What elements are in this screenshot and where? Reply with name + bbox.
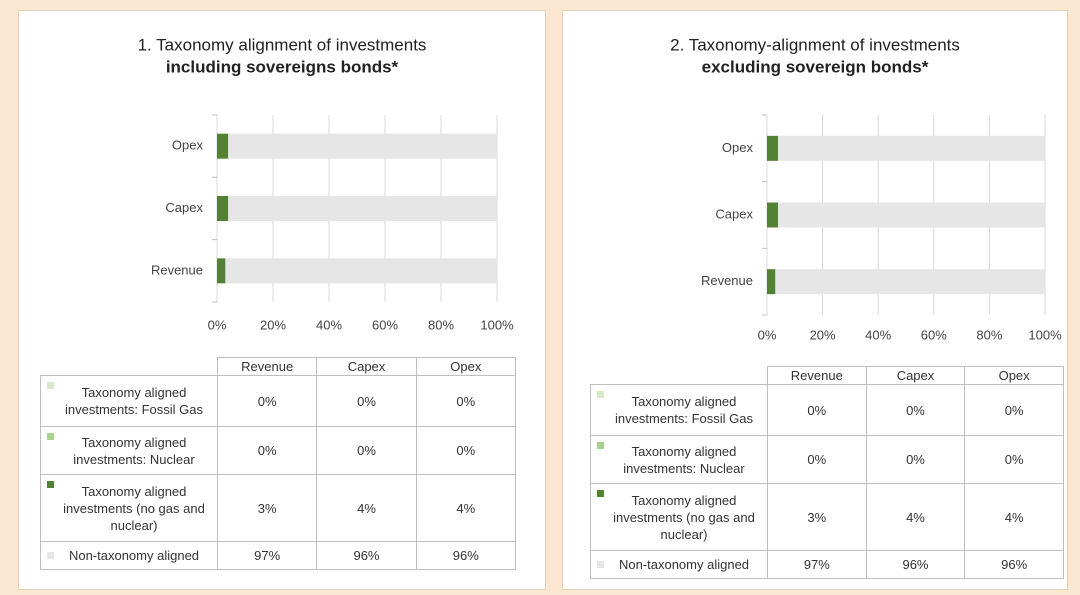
- bar-segment: [225, 258, 497, 284]
- x-tick-label: 20%: [810, 327, 836, 342]
- legend-swatch: [47, 481, 54, 488]
- value-cell: 0%: [767, 384, 867, 436]
- legend-swatch: [597, 391, 604, 398]
- bar-segment: [217, 258, 226, 284]
- header-cell: Revenue: [216, 357, 318, 376]
- bar-segment: [775, 269, 1045, 295]
- legend-label: Non-taxonomy aligned: [618, 557, 750, 572]
- x-tick-label: 100%: [1028, 327, 1062, 342]
- value-cell: 0%: [216, 375, 318, 427]
- bar-segment: [767, 135, 779, 161]
- value-cell: 0%: [767, 435, 867, 484]
- legend-label: Non-taxonomy aligned: [68, 548, 200, 563]
- bar-segment: [228, 196, 497, 221]
- legend-cell: Taxonomy aligned investments: Fossil Gas: [590, 384, 768, 436]
- legend-swatch: [597, 490, 604, 497]
- y-tick-label: Capex: [165, 200, 203, 215]
- bar-segment: [217, 196, 229, 221]
- header-cell: Opex: [964, 366, 1064, 385]
- x-tick-label: 40%: [316, 317, 342, 332]
- table-row: Taxonomy aligned investments (no gas and…: [40, 474, 516, 542]
- header-cell: Capex: [865, 366, 966, 385]
- legend-label: Taxonomy aligned investments: Nuclear: [623, 443, 745, 476]
- value-cell: 0%: [415, 426, 516, 475]
- x-tick-label: 80%: [428, 317, 454, 332]
- legend-cell: Taxonomy aligned investments (no gas and…: [590, 483, 768, 551]
- table-row: Taxonomy aligned investments: Fossil Gas…: [590, 384, 1064, 436]
- value-cell: 96%: [865, 550, 966, 579]
- chart-subtitle: excluding sovereign bonds*: [702, 57, 929, 76]
- x-tick-label: 80%: [976, 327, 1002, 342]
- bar-segment: [767, 269, 776, 295]
- legend-label: Taxonomy aligned investments (no gas and…: [63, 483, 205, 533]
- x-tick-label: 0%: [208, 317, 227, 332]
- y-tick-label: Capex: [715, 206, 753, 221]
- x-tick-label: 100%: [480, 317, 514, 332]
- value-cell: 96%: [316, 541, 417, 570]
- y-tick-label: Revenue: [701, 273, 753, 288]
- header-cell: Opex: [415, 357, 516, 376]
- value-cell: 96%: [964, 550, 1064, 579]
- legend-swatch: [47, 551, 54, 559]
- table-row: Taxonomy aligned investments: Fossil Gas…: [40, 375, 516, 427]
- legend-label: Taxonomy aligned investments: Fossil Gas: [65, 385, 203, 417]
- value-cell: 4%: [865, 483, 966, 551]
- value-cell: 0%: [865, 384, 966, 436]
- y-tick-label: Opex: [172, 138, 204, 153]
- data-table: Revenue Capex Opex Taxonomy aligned investm…: [590, 366, 1064, 579]
- value-cell: 97%: [216, 541, 318, 570]
- chart-title: 2. Taxonomy-alignment of investments: [670, 35, 960, 54]
- chart-title: 1. Taxonomy alignment of investments: [138, 35, 427, 54]
- y-tick-label: Opex: [722, 140, 754, 155]
- chart-subtitle: including sovereigns bonds*: [166, 57, 399, 76]
- header-row: Revenue Capex Opex: [40, 357, 516, 376]
- blank-cell: [590, 366, 768, 385]
- bar-segment: [228, 133, 497, 159]
- value-cell: 3%: [767, 483, 867, 551]
- value-cell: 97%: [767, 550, 867, 579]
- value-cell: 0%: [964, 435, 1064, 484]
- y-tick-label: Revenue: [151, 262, 203, 277]
- legend-label: Taxonomy aligned investments (no gas and…: [613, 492, 755, 542]
- data-table: Revenue Capex Opex Taxonomy aligned investm…: [40, 357, 516, 570]
- table-row: Taxonomy aligned investments: Nuclear 0% 0…: [40, 426, 516, 475]
- value-cell: 0%: [216, 426, 318, 475]
- legend-swatch: [47, 382, 54, 389]
- table-row: Non-taxonomy aligned 97% 96% 96%: [590, 550, 1064, 579]
- legend-cell: Non-taxonomy aligned: [40, 541, 218, 570]
- table-row: Non-taxonomy aligned 97% 96% 96%: [40, 541, 516, 570]
- legend-swatch: [597, 560, 604, 568]
- legend-label: Taxonomy aligned investments: Fossil Gas: [615, 394, 753, 426]
- x-tick-label: 60%: [372, 317, 398, 332]
- legend-cell: Taxonomy aligned investments: Fossil Gas: [40, 375, 218, 427]
- bar-segment: [767, 202, 779, 228]
- value-cell: 4%: [415, 474, 516, 542]
- legend-cell: Taxonomy aligned investments: Nuclear: [590, 435, 768, 484]
- value-cell: 4%: [964, 483, 1064, 551]
- legend-swatch: [47, 433, 54, 440]
- x-tick-label: 60%: [921, 327, 947, 342]
- table-row: Taxonomy aligned investments (no gas and…: [590, 483, 1064, 551]
- value-cell: 0%: [865, 435, 966, 484]
- value-cell: 0%: [415, 375, 516, 427]
- x-tick-label: 0%: [758, 327, 777, 342]
- bar-segment: [778, 202, 1045, 228]
- legend-swatch: [597, 442, 604, 449]
- legend-cell: Non-taxonomy aligned: [590, 550, 768, 579]
- header-row: Revenue Capex Opex: [590, 366, 1064, 385]
- bar-segment: [778, 135, 1045, 161]
- legend-cell: Taxonomy aligned investments (no gas and…: [40, 474, 218, 542]
- header-cell: Revenue: [767, 366, 867, 385]
- legend-label: Taxonomy aligned investments: Nuclear: [73, 434, 195, 467]
- x-tick-label: 40%: [865, 327, 891, 342]
- value-cell: 0%: [964, 384, 1064, 436]
- table-row: Taxonomy aligned investments: Nuclear 0% 0…: [590, 435, 1064, 484]
- x-tick-label: 20%: [260, 317, 286, 332]
- value-cell: 96%: [415, 541, 516, 570]
- bar-segment: [217, 133, 229, 159]
- value-cell: 0%: [316, 375, 417, 427]
- value-cell: 3%: [216, 474, 318, 542]
